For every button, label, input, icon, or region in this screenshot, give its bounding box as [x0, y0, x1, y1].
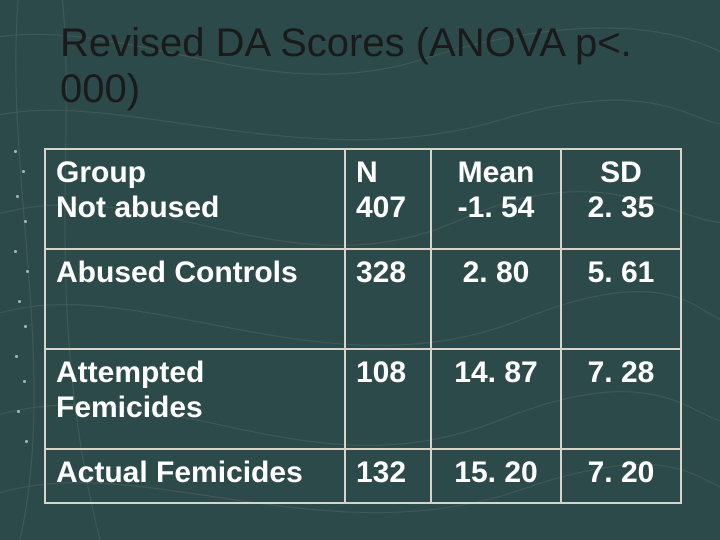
cell-n: 108	[345, 349, 431, 449]
row0-n-value: 407	[356, 191, 406, 224]
cell-mean: 2. 80	[431, 249, 561, 349]
table-row: Actual Femicides 132 15. 20 7. 20	[45, 449, 681, 503]
header-group-cell: Group Not abused	[45, 149, 345, 249]
row0-group-label: Not abused	[56, 191, 219, 224]
table-row: Attempted Femicides 108 14. 87 7. 28	[45, 349, 681, 449]
cell-sd: 7. 28	[561, 349, 681, 449]
header-group-label: Group	[56, 156, 146, 189]
header-sd-label: SD	[600, 156, 642, 189]
slide-title: Revised DA Scores (ANOVA p<. 000)	[60, 20, 680, 112]
cell-group: Attempted Femicides	[45, 349, 345, 449]
table-header-row: Group Not abused N 407 Mean -1. 54 SD 2.…	[45, 149, 681, 249]
data-table-container: Group Not abused N 407 Mean -1. 54 SD 2.…	[44, 148, 680, 504]
table-row: Abused Controls 328 2. 80 5. 61	[45, 249, 681, 349]
cell-n: 328	[345, 249, 431, 349]
cell-mean: 15. 20	[431, 449, 561, 503]
header-sd-cell: SD 2. 35	[561, 149, 681, 249]
decorative-dots	[12, 140, 34, 500]
data-table: Group Not abused N 407 Mean -1. 54 SD 2.…	[44, 148, 682, 504]
cell-n: 132	[345, 449, 431, 503]
header-mean-label: Mean	[458, 156, 535, 189]
header-mean-cell: Mean -1. 54	[431, 149, 561, 249]
cell-group: Actual Femicides	[45, 449, 345, 503]
cell-sd: 7. 20	[561, 449, 681, 503]
row0-mean-value: -1. 54	[458, 191, 535, 224]
row0-sd-value: 2. 35	[588, 191, 655, 224]
cell-mean: 14. 87	[431, 349, 561, 449]
slide: Revised DA Scores (ANOVA p<. 000) Group …	[0, 0, 720, 540]
header-n-label: N	[356, 156, 378, 189]
cell-group: Abused Controls	[45, 249, 345, 349]
cell-sd: 5. 61	[561, 249, 681, 349]
header-n-cell: N 407	[345, 149, 431, 249]
